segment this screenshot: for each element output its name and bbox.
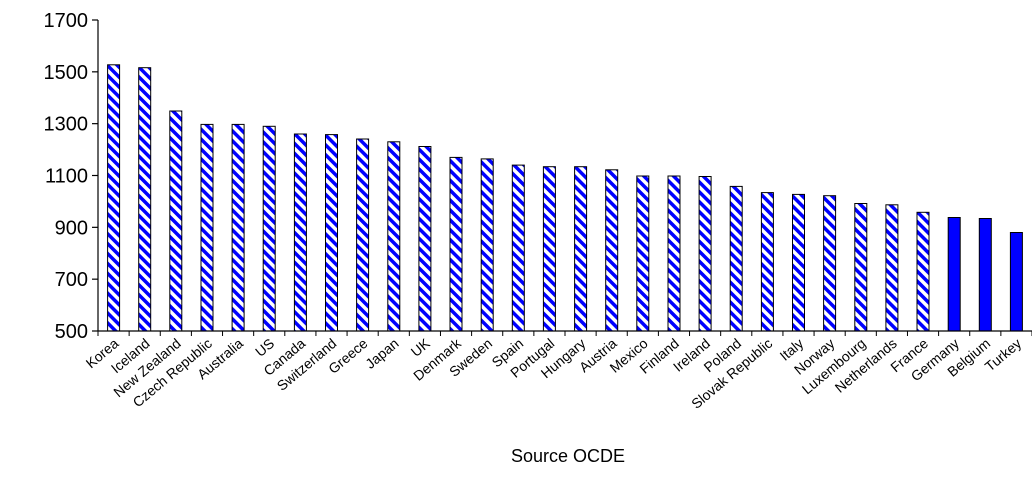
x-axis-title: Source OCDE (511, 446, 625, 466)
bar-france (916, 211, 930, 332)
bar-norway (823, 195, 837, 332)
bar-japan (387, 141, 401, 332)
bar-us (262, 125, 276, 332)
bar-germany (947, 217, 961, 332)
bar-netherlands (885, 204, 899, 332)
bar-uk (418, 146, 432, 332)
bar-italy (792, 193, 805, 332)
bar-austria (605, 169, 619, 332)
y-tick-label-500: 500 (55, 321, 88, 343)
bar-mexico (636, 175, 650, 332)
bar-finland (667, 175, 681, 332)
bar-switzerland (325, 134, 338, 332)
bar-denmark (449, 156, 463, 332)
bar-turkey (1009, 232, 1023, 332)
bar-korea (107, 64, 121, 332)
bar-sweden (480, 158, 494, 332)
bar-czech-republic (200, 123, 214, 332)
y-tick-label-1100: 1100 (45, 166, 88, 188)
bar-canada (293, 133, 307, 332)
bar-new-zealand (169, 110, 183, 332)
bar-poland (729, 185, 743, 332)
y-tick-label-1500: 1500 (44, 62, 89, 84)
bar-iceland (138, 67, 152, 332)
y-tick-label-1700: 1700 (44, 10, 89, 32)
y-tick-label-900: 900 (55, 217, 88, 239)
bar-greece (356, 138, 370, 332)
bars-group (107, 64, 1023, 332)
bar-portugal (542, 166, 556, 332)
y-tick-label-1300: 1300 (44, 114, 89, 136)
axes-group (92, 19, 1032, 336)
bar-ireland (698, 176, 712, 332)
bar-australia (231, 123, 245, 332)
bar-hungary (574, 166, 588, 332)
bar-belgium (978, 218, 992, 332)
x-tick-label-turkey: Turkey (982, 335, 1025, 374)
x-tick-label-japan: Japan (362, 335, 402, 372)
bar-spain (511, 164, 525, 332)
y-tick-labels: 500 700 900 1100 1300 1500 1700 (44, 10, 89, 343)
bar-slovak-republic (760, 192, 774, 332)
y-tick-label-700: 700 (55, 269, 88, 291)
bar-luxembourg (854, 203, 868, 332)
